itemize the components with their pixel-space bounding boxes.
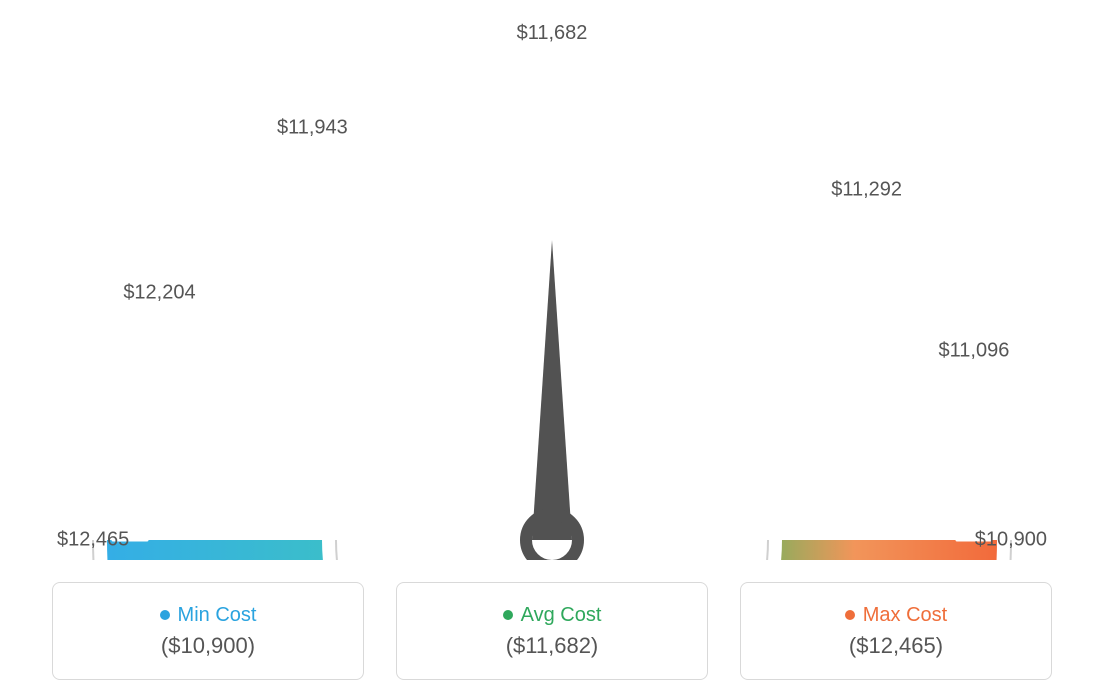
gauge-svg <box>0 0 1104 560</box>
gauge-tick-label: $11,943 <box>277 117 348 140</box>
gauge-tick-label: $12,204 <box>123 281 195 304</box>
legend-value: ($12,465) <box>849 633 943 659</box>
legend-value: ($10,900) <box>161 633 255 659</box>
legend-card-max: Max Cost ($12,465) <box>740 582 1052 680</box>
legend-card-avg: Avg Cost ($11,682) <box>396 582 708 680</box>
legend-title-max: Max Cost <box>845 604 947 627</box>
gauge-area: $10,900 $11,096 $11,292 $11,682 $11,943 $12,2… <box>0 0 1104 560</box>
gauge-tick-label: $12,465 <box>57 529 129 552</box>
legend-row: Min Cost ($10,900) Avg Cost ($11,682) Ma… <box>0 582 1104 680</box>
legend-label: Max Cost <box>863 604 947 627</box>
legend-card-min: Min Cost ($10,900) <box>52 582 364 680</box>
legend-title-avg: Avg Cost <box>503 604 602 627</box>
gauge-chart-container: $10,900 $11,096 $11,292 $11,682 $11,943 $12,2… <box>0 0 1104 690</box>
gauge-tick-label: $11,096 <box>939 339 1010 362</box>
legend-label: Min Cost <box>178 604 257 627</box>
dot-icon <box>503 610 513 620</box>
legend-title-min: Min Cost <box>160 604 257 627</box>
gauge-tick-label: $11,292 <box>831 178 902 201</box>
dot-icon <box>160 610 170 620</box>
dot-icon <box>845 610 855 620</box>
legend-label: Avg Cost <box>521 604 602 627</box>
gauge-tick-label: $11,682 <box>517 22 588 45</box>
gauge-tick-label: $10,900 <box>975 529 1047 552</box>
legend-value: ($11,682) <box>506 633 599 659</box>
